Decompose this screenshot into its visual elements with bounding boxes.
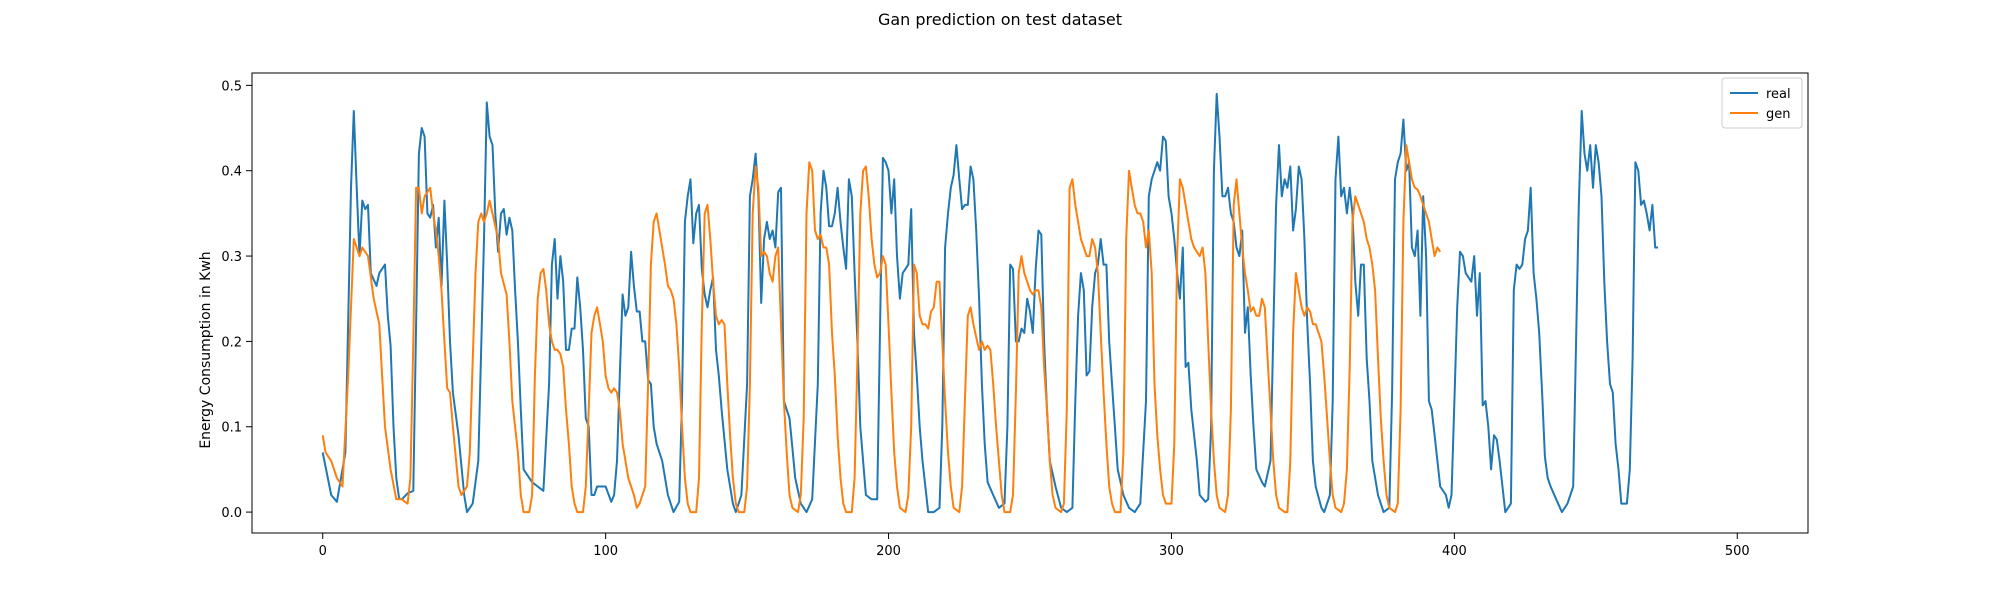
series-line-real	[321, 92, 1659, 514]
x-tick-label: 300	[1159, 544, 1184, 559]
series-lines	[321, 92, 1659, 514]
plot-frame	[251, 72, 1809, 534]
chart-legend: real gen	[1721, 77, 1803, 129]
y-tick-label: 0.4	[221, 165, 242, 180]
y-axis-label: Energy Consumption in Kwh	[198, 251, 214, 448]
y-tick-label: 0.1	[221, 421, 242, 436]
y-tick-label: 0.0	[221, 506, 242, 521]
y-tick-label: 0.5	[221, 79, 242, 94]
legend-label-gen: gen	[1766, 107, 1791, 122]
y-tick-label: 0.2	[221, 335, 242, 350]
chart-title: Gan prediction on test dataset	[878, 10, 1122, 29]
x-tick-label: 400	[1442, 544, 1467, 559]
legend-box	[1721, 77, 1803, 129]
x-tick-label: 100	[593, 544, 618, 559]
x-tick-label: 200	[876, 544, 901, 559]
legend-label-real: real	[1766, 87, 1791, 102]
series-line-gen	[321, 144, 1442, 514]
axis-ticks: 0 100 200 300 400 500 0.0 0.1 0.2 0.3 0.4 0.5	[221, 79, 1749, 559]
y-tick-label: 0.3	[221, 250, 242, 265]
x-tick-label: 0	[319, 544, 327, 559]
x-tick-label: 500	[1725, 544, 1750, 559]
